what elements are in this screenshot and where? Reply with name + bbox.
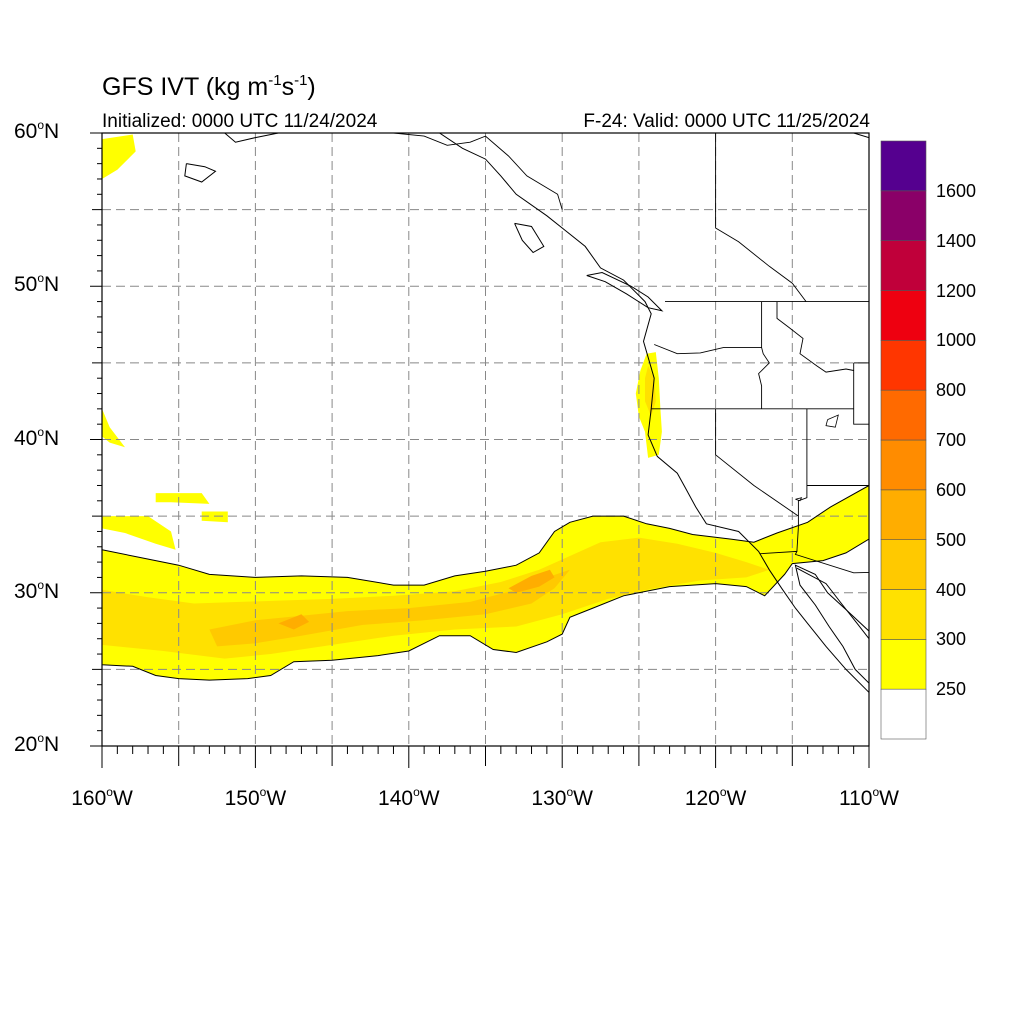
colorbar-label: 800 bbox=[936, 380, 967, 401]
coastline-alaska-south-coast bbox=[224, 133, 279, 143]
ivt-region-core-max bbox=[508, 569, 555, 593]
valid-time-subtitle: F-24: Valid: 0000 UTC 11/25/2024 bbox=[583, 111, 870, 132]
border-arizona-west bbox=[797, 485, 808, 517]
border-alaska-bc-border bbox=[393, 133, 563, 210]
coastline-mexico-mainland-coast bbox=[796, 567, 869, 640]
colorbar-box bbox=[880, 439, 927, 491]
coastline-north-america-pacific-coast bbox=[439, 133, 869, 693]
lat-label: 60oN bbox=[14, 118, 60, 143]
colorbar-box bbox=[880, 240, 927, 291]
colorbar-box bbox=[880, 290, 927, 341]
border-idaho-montana bbox=[776, 301, 854, 373]
colorbar-box bbox=[880, 639, 927, 690]
lat-label: 30oN bbox=[14, 577, 60, 603]
ivt-region-nw-corner-patch bbox=[102, 134, 136, 179]
colorbar-box bbox=[880, 489, 927, 540]
ivt-region-small-patch-3 bbox=[201, 511, 228, 523]
lat-label: 50oN bbox=[14, 271, 60, 297]
lon-label: 110oW bbox=[839, 785, 899, 810]
border-bc-alberta-border bbox=[715, 133, 807, 302]
colorbar-label: 600 bbox=[936, 479, 967, 500]
colorbar-box bbox=[880, 589, 927, 640]
colorbar-label: 1600 bbox=[936, 180, 977, 201]
border-us-mexico-border bbox=[760, 550, 869, 574]
lon-label: 150oW bbox=[224, 785, 287, 810]
lat-lon-grid bbox=[102, 133, 869, 746]
init-time-subtitle: Initialized: 0000 UTC 11/24/2024 bbox=[102, 111, 378, 132]
ivt-region-west-edge-patch bbox=[102, 408, 125, 448]
border-california-nevada bbox=[715, 408, 799, 552]
colorbar-box bbox=[880, 688, 927, 740]
lake-lake-mead bbox=[795, 497, 803, 502]
border-washington-oregon bbox=[654, 344, 762, 355]
colorbar-box bbox=[880, 340, 927, 391]
colorbar-label: 500 bbox=[936, 529, 967, 550]
lon-label: 140oW bbox=[378, 785, 440, 810]
colorbar-label: 1200 bbox=[936, 280, 977, 301]
ivt-region-core-band bbox=[209, 569, 570, 647]
lon-label: 130oW bbox=[531, 785, 593, 810]
colorbar bbox=[880, 140, 927, 740]
geographic-outlines bbox=[102, 133, 869, 693]
coastline-kodiak bbox=[184, 163, 217, 183]
axis-ticks bbox=[90, 132, 870, 768]
colorbar-label: 300 bbox=[936, 629, 967, 650]
ivt-region-oregon-coast-inner bbox=[645, 365, 656, 417]
lon-label: 120oW bbox=[684, 785, 747, 810]
ivt-contour-250 bbox=[102, 484, 869, 681]
colorbar-label: 1000 bbox=[936, 330, 977, 351]
border-idaho-west bbox=[758, 301, 770, 409]
border-wyoming-west bbox=[853, 362, 869, 425]
coastline-vancouver-island bbox=[586, 271, 664, 312]
colorbar-box bbox=[880, 539, 927, 590]
lon-label: 160oW bbox=[71, 785, 133, 810]
colorbar-box bbox=[880, 389, 927, 441]
coastline-baja-gulf-coast bbox=[794, 564, 869, 684]
colorbar-label: 1400 bbox=[936, 230, 977, 251]
lake-salt-lake bbox=[825, 414, 839, 428]
ivt-region-small-patch-2 bbox=[102, 516, 176, 550]
ivt-region-core-max-west bbox=[278, 614, 310, 630]
chart-title: GFS IVT (kg m-1s-1) bbox=[102, 72, 316, 101]
colorbar-label: 250 bbox=[936, 679, 967, 700]
colorbar-label: 700 bbox=[936, 430, 967, 450]
colorbar-label: 400 bbox=[936, 579, 967, 600]
colorbar-box bbox=[880, 190, 927, 241]
coastline-haida-gwaii bbox=[514, 222, 545, 254]
lat-label: 40oN bbox=[14, 424, 60, 450]
coastline-hudson-bay-corner bbox=[853, 133, 869, 139]
colorbar-box bbox=[880, 140, 927, 192]
ivt-region-small-patch-1 bbox=[155, 493, 210, 504]
lat-label: 20oN bbox=[14, 731, 60, 756]
